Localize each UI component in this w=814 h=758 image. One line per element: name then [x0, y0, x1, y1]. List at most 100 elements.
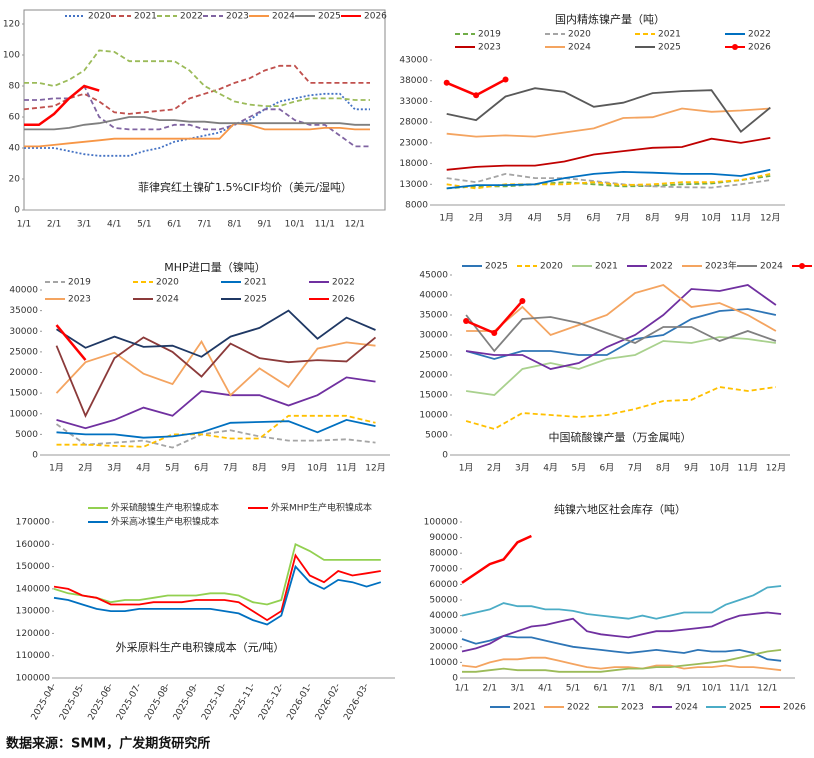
legend-label: 外采MHP生产电积镍成本: [271, 502, 372, 514]
data-point: [491, 330, 498, 336]
legend-label: 2023: [226, 12, 249, 22]
legend-label: 2022: [567, 703, 590, 713]
x-tick-label: 9月: [675, 213, 690, 224]
series-line: [24, 49, 370, 107]
legend-label: 2023年: [705, 260, 737, 272]
x-tick-label: 3月: [498, 213, 513, 224]
series-line: [466, 284, 777, 337]
chart-title: 菲律宾红土镍矿1.5%CIF均价（美元/湿吨）: [138, 180, 352, 194]
legend-marker: [732, 44, 738, 50]
x-tick-label: 8月: [645, 213, 660, 224]
series-line: [461, 656, 782, 672]
x-tick-label: 4月: [136, 463, 151, 474]
y-tick-label: 5000: [425, 431, 448, 441]
x-tick-label: 7/1: [621, 684, 635, 694]
x-tick-label: 6/1: [594, 684, 608, 694]
chart-title: 国内精炼镍产量（吨）: [555, 12, 665, 26]
x-tick-label: 6月: [600, 463, 615, 474]
y-tick-label: 80: [9, 82, 21, 92]
x-tick-label: 10月: [307, 463, 327, 474]
legend-label: 2021: [244, 278, 267, 288]
y-tick-label: 160000: [16, 540, 51, 550]
x-tick-label: 6月: [194, 463, 209, 474]
y-tick-label: 20: [9, 175, 21, 185]
series-line: [24, 84, 100, 127]
plot-frame: [23, 9, 386, 211]
x-tick-label: 9月: [281, 463, 296, 474]
x-tick-label: 8月: [656, 463, 671, 474]
x-tick-label: 10/1: [285, 220, 305, 230]
x-tick-label: 4/1: [538, 684, 552, 694]
y-tick-label: 35000: [9, 306, 38, 316]
x-tick-label: 5月: [571, 463, 586, 474]
x-tick-label: 2025-05-: [58, 682, 87, 722]
legend-label: 2020: [568, 30, 591, 40]
series-line: [446, 172, 771, 189]
x-tick-label: 8/1: [649, 684, 663, 694]
x-tick-label: 1月: [439, 213, 454, 224]
y-tick-label: 43000: [399, 56, 428, 66]
legend-label: 2025: [658, 43, 681, 53]
x-tick-label: 11月: [738, 463, 758, 474]
series-line: [461, 634, 782, 662]
x-tick-label: 11月: [731, 213, 751, 224]
legend-label: 外采硫酸镍生产电积镍成本: [111, 502, 219, 514]
x-tick-label: 11/1: [729, 684, 749, 694]
y-tick-label: 0: [14, 206, 20, 216]
series-line: [55, 339, 376, 397]
legend-label: 2024: [156, 295, 179, 305]
y-tick-label: 10000: [429, 658, 458, 668]
y-tick-label: 70000: [429, 564, 458, 574]
y-tick-label: 0: [452, 674, 458, 684]
data-point: [502, 76, 509, 83]
y-tick-label: 20000: [9, 368, 38, 378]
series-line: [465, 284, 777, 370]
legend-label: 2025: [318, 12, 341, 22]
series-line: [446, 87, 771, 134]
y-tick-label: 60000: [429, 580, 458, 590]
legend-label: 2026: [748, 43, 771, 53]
series-line: [446, 107, 771, 138]
x-tick-label: 1月: [49, 463, 64, 474]
y-tick-label: 150000: [16, 562, 51, 572]
y-tick-label: 25000: [9, 347, 38, 357]
x-tick-label: 9/1: [677, 684, 691, 694]
y-tick-label: 10000: [419, 411, 448, 421]
x-tick-label: 2025-10-: [200, 682, 229, 722]
series-line: [55, 336, 377, 418]
series-line: [461, 611, 782, 653]
legend-label: 2024: [568, 43, 591, 53]
y-tick-label: 100000: [424, 518, 459, 528]
x-tick-label: 2月: [487, 463, 502, 474]
x-tick-label: 2025-07-: [115, 682, 144, 722]
x-tick-label: 12/1: [345, 220, 365, 230]
y-tick-label: 100000: [16, 674, 51, 684]
legend-label: 2022: [332, 278, 355, 288]
y-tick-label: 20000: [419, 371, 448, 381]
y-tick-label: 80000: [429, 549, 458, 559]
y-tick-label: 120: [3, 20, 20, 30]
series-line: [23, 64, 370, 115]
y-tick-label: 30000: [429, 627, 458, 637]
y-tick-label: 8000: [405, 201, 428, 211]
x-tick-label: 6月: [586, 213, 601, 224]
series-line: [446, 168, 771, 190]
legend-label: 2025: [485, 262, 508, 272]
legend-label: 2021: [134, 12, 157, 22]
x-tick-label: 2月: [78, 463, 93, 474]
y-tick-label: 25000: [419, 351, 448, 361]
x-tick-label: 7月: [616, 213, 631, 224]
y-tick-label: 33000: [399, 97, 428, 107]
x-tick-label: 7月: [628, 463, 643, 474]
x-tick-label: 2025-08-: [143, 682, 172, 722]
y-tick-label: 110000: [16, 651, 51, 661]
legend-label: 2022: [650, 262, 673, 272]
y-tick-label: 30000: [9, 327, 38, 337]
x-tick-label: 2026-03-: [342, 682, 371, 722]
data-point: [473, 92, 480, 99]
series-line: [55, 423, 376, 449]
series-line: [461, 585, 782, 620]
y-tick-label: 38000: [399, 76, 428, 86]
y-tick-label: 60: [9, 113, 21, 123]
